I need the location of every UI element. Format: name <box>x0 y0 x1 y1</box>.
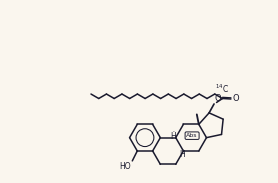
Text: $^{14}$C: $^{14}$C <box>215 83 229 95</box>
Text: O: O <box>215 94 221 103</box>
Text: Abs: Abs <box>186 133 198 138</box>
Text: O: O <box>232 94 239 103</box>
Text: Ḣ: Ḣ <box>180 150 185 159</box>
Text: HO: HO <box>119 162 131 171</box>
Text: Ḣ: Ḣ <box>170 132 176 141</box>
